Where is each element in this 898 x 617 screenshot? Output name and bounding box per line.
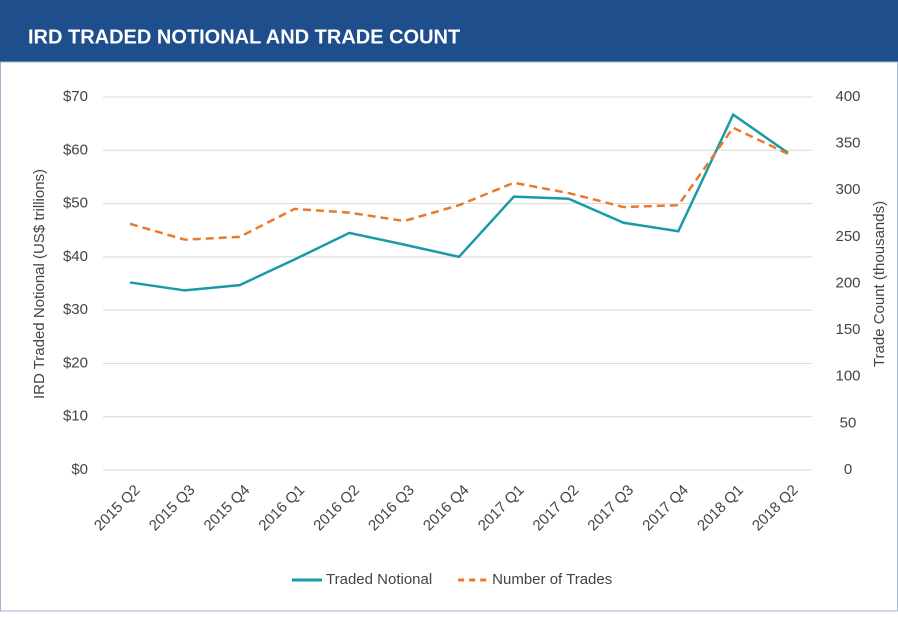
y2-tick-label: 0 (844, 461, 852, 478)
x-tick-label: 2017 Q1 (475, 482, 528, 535)
x-tick-label: 2016 Q1 (255, 482, 308, 535)
y-tick-label: $40 (63, 248, 88, 265)
legend-label: Number of Trades (492, 571, 612, 588)
y2-tick-label: 150 (835, 321, 860, 338)
y2-tick-label: 300 (835, 181, 860, 198)
x-tick-label: 2015 Q3 (146, 482, 199, 535)
series-line (129, 112, 789, 292)
y2-tick-label: 400 (835, 88, 860, 105)
series-line (129, 126, 789, 241)
y-axis-label: IRD Traded Notional (US$ trillions) (31, 169, 48, 399)
x-tick-label: 2017 Q3 (584, 482, 637, 535)
y-tick-label: $10 (63, 408, 88, 425)
x-tick-label: 2017 Q4 (639, 482, 692, 535)
x-tick-label: 2015 Q2 (91, 482, 144, 535)
y2-tick-label: 350 (835, 135, 860, 152)
x-tick-label: 2017 Q2 (530, 482, 583, 535)
y2-tick-label: 200 (835, 274, 860, 291)
y-tick-label: $70 (63, 88, 88, 105)
y2-tick-label: 100 (835, 368, 860, 385)
y2-tick-label: 250 (835, 228, 860, 245)
x-tick-label: 2016 Q2 (310, 482, 363, 535)
legend-label: Traded Notional (326, 571, 432, 588)
x-tick-label: 2016 Q4 (420, 482, 473, 535)
x-tick-label: 2018 Q2 (749, 482, 802, 535)
y-tick-label: $20 (63, 354, 88, 371)
y-tick-label: $0 (71, 461, 88, 478)
y2-axis-label: Trade Count (thousands) (871, 201, 888, 367)
x-tick-label: 2015 Q4 (201, 482, 254, 535)
x-tick-label: 2018 Q1 (694, 482, 747, 535)
y-tick-label: $50 (63, 195, 88, 212)
chart-title: IRD TRADED NOTIONAL AND TRADE COUNT (28, 26, 460, 48)
x-tick-label: 2016 Q3 (365, 482, 418, 535)
header-bar (0, 0, 898, 62)
y2-tick-label: 50 (840, 414, 857, 431)
y-tick-label: $30 (63, 301, 88, 318)
y-tick-label: $60 (63, 141, 88, 158)
